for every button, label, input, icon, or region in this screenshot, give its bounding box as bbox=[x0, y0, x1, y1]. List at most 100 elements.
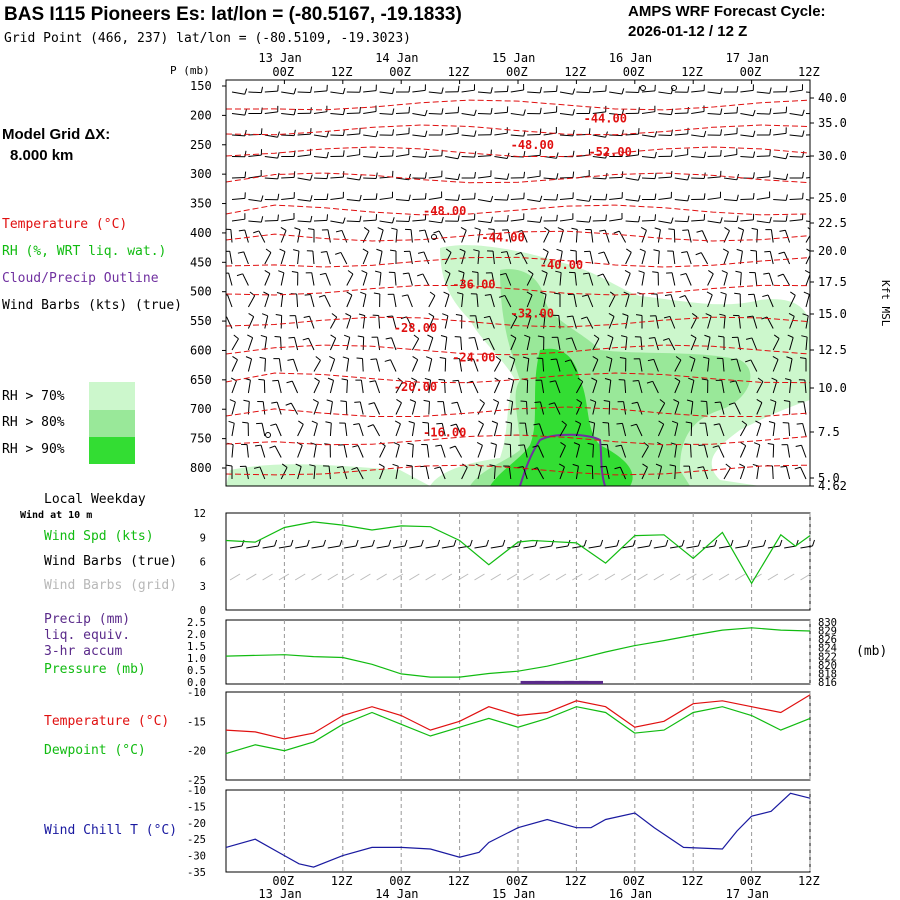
wind-barb-flag bbox=[260, 86, 264, 93]
wind-barb-flag bbox=[785, 378, 792, 381]
wind-barb-flag bbox=[539, 313, 546, 317]
wind-barb-staff bbox=[362, 272, 368, 286]
wind-barb bbox=[805, 91, 810, 93]
wind-barb-staff bbox=[623, 401, 627, 415]
wind-barb-flag bbox=[336, 466, 344, 468]
wind-barb-flag bbox=[438, 378, 445, 381]
wind-barb-staff bbox=[440, 444, 446, 458]
wind-barb bbox=[581, 316, 594, 329]
wind-barb bbox=[409, 399, 417, 415]
wind-barb bbox=[379, 87, 395, 95]
wind-barb-flag bbox=[553, 292, 561, 295]
wind-barb bbox=[340, 400, 348, 415]
wind-barb-staff bbox=[379, 251, 383, 265]
wind-barb-staff bbox=[542, 358, 545, 372]
wind-barb bbox=[368, 402, 381, 415]
wind-barb bbox=[658, 129, 673, 136]
wind-barb bbox=[736, 248, 743, 265]
wind-barb-staff bbox=[346, 199, 360, 202]
wind-barb-staff bbox=[395, 402, 402, 415]
wind-barb-staff bbox=[687, 229, 692, 243]
wind-barb bbox=[772, 355, 779, 372]
wind-barb bbox=[357, 335, 365, 351]
wind-barb-flag bbox=[363, 227, 370, 232]
wind-barb bbox=[384, 359, 397, 372]
wind-barb-staff bbox=[587, 294, 594, 308]
wind-barb bbox=[674, 215, 690, 223]
wind-barb bbox=[608, 312, 615, 329]
wind-barb-flag bbox=[539, 128, 542, 135]
wind-barb-flag bbox=[360, 291, 367, 295]
wind-barb bbox=[313, 131, 330, 138]
wind-barb-flag bbox=[523, 171, 526, 178]
wind-barb bbox=[740, 213, 755, 222]
wind-barb bbox=[417, 251, 430, 265]
wind-barb-flag bbox=[310, 107, 312, 114]
wind-barb-flag bbox=[593, 334, 600, 339]
wind-barb-staff bbox=[493, 444, 497, 458]
wind-barb bbox=[805, 155, 810, 157]
wind-barb-flag bbox=[244, 88, 248, 95]
wind-barb bbox=[557, 227, 564, 243]
wind-barb-flag bbox=[600, 465, 607, 468]
wind-barb-staff bbox=[770, 229, 774, 243]
wind-barb bbox=[503, 465, 512, 480]
wind-barb-flag bbox=[663, 315, 671, 319]
wind-barb-staff bbox=[455, 423, 463, 437]
wind-barb-flag bbox=[622, 313, 629, 317]
wind-barb bbox=[305, 272, 315, 286]
wind-barb bbox=[275, 313, 283, 329]
wind-barb-flag bbox=[319, 272, 326, 276]
wind-barb bbox=[231, 213, 246, 222]
wind-barb-staff bbox=[576, 220, 590, 223]
wind-barb-flag bbox=[659, 399, 666, 404]
wind-barb bbox=[695, 252, 709, 265]
y-tick-label: -15 bbox=[187, 801, 206, 813]
wind-barb bbox=[494, 106, 509, 114]
wind-barb bbox=[669, 464, 676, 480]
wind-barb-staff bbox=[428, 113, 442, 115]
wind-barb bbox=[751, 227, 758, 243]
wind-barb bbox=[313, 105, 328, 114]
wind-barb-staff bbox=[395, 177, 409, 181]
wind-barb-flag bbox=[527, 270, 534, 275]
grid-wind-barb bbox=[800, 573, 811, 581]
wind-barb-flag bbox=[671, 420, 678, 424]
wind-barb-staff bbox=[703, 444, 709, 458]
windchill-line bbox=[225, 792, 811, 868]
wind-barb-flag bbox=[806, 248, 810, 252]
wind-barb bbox=[422, 421, 430, 437]
wind-barb bbox=[379, 150, 394, 157]
wind-barb-staff bbox=[705, 423, 709, 437]
wind-barb bbox=[559, 88, 576, 95]
wind-barb-flag bbox=[652, 271, 659, 273]
wind-barb bbox=[789, 192, 804, 200]
wind-barb-staff bbox=[264, 156, 278, 159]
wind-barb bbox=[699, 422, 709, 437]
wind-barb-staff bbox=[346, 273, 354, 286]
wind-barb bbox=[313, 172, 329, 180]
wind-barb-staff bbox=[750, 359, 758, 372]
wind-barb-flag bbox=[340, 400, 347, 403]
wind-barb bbox=[379, 442, 386, 458]
wind-barb bbox=[540, 291, 547, 308]
wind-barb-flag bbox=[682, 229, 689, 231]
wind-barb-flag bbox=[270, 423, 277, 427]
wind-barb bbox=[658, 171, 673, 179]
wind-barb-staff bbox=[559, 229, 564, 243]
wind-barb-flag bbox=[500, 251, 508, 253]
wind-barb-flag bbox=[670, 217, 674, 224]
wind-barb-staff bbox=[608, 422, 610, 437]
wind-barb bbox=[641, 131, 658, 138]
wind-barb-staff bbox=[278, 358, 282, 372]
wind-barb-flag bbox=[287, 358, 294, 361]
wind-barb-staff bbox=[773, 132, 787, 136]
wind-barb-staff bbox=[652, 381, 659, 394]
wind-barb-staff bbox=[723, 199, 737, 202]
grid-wind-barb bbox=[425, 573, 436, 581]
wind-barb-flag bbox=[802, 192, 804, 199]
wind-barb bbox=[658, 191, 672, 200]
wind-barb-flag bbox=[572, 88, 576, 95]
wind-barb-flag bbox=[429, 291, 436, 296]
wind-barb-flag bbox=[687, 86, 690, 93]
